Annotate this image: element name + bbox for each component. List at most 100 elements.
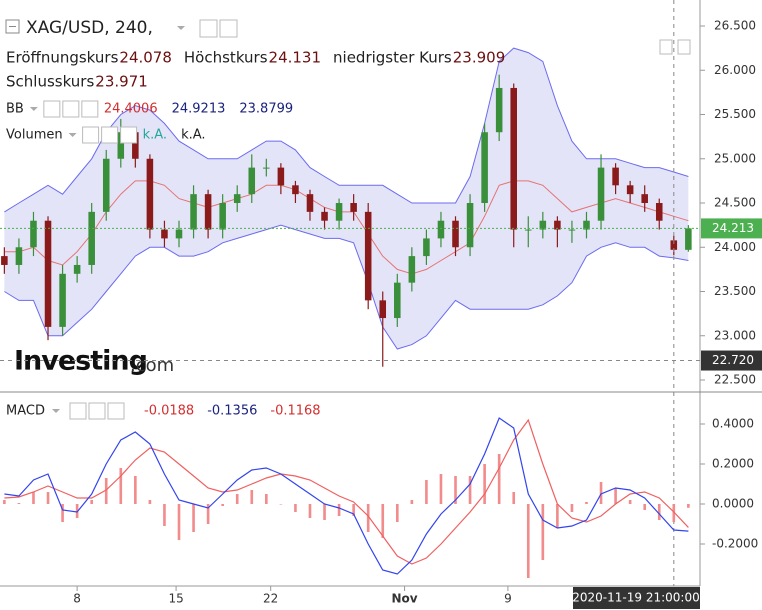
- y-tick-label: 25.500: [714, 107, 756, 121]
- y-tick-label: 26.500: [714, 19, 756, 33]
- histogram-bar: [381, 504, 385, 538]
- candle-body: [335, 203, 343, 221]
- bb-fill: [4, 48, 689, 350]
- histogram-bar: [192, 504, 195, 532]
- indicator-value: 23.8799: [239, 102, 293, 117]
- collapse-icon[interactable]: [5, 19, 20, 34]
- candle-body: [350, 203, 357, 212]
- y-tick-label: -0.2000: [712, 537, 758, 551]
- histogram-bar: [395, 504, 399, 522]
- indicator-icon[interactable]: [69, 402, 87, 420]
- candle-body: [175, 229, 183, 239]
- macd-line: [4, 418, 689, 565]
- crosshair-time-box: [573, 587, 700, 609]
- histogram-bar: [235, 494, 239, 504]
- candle-body: [364, 211, 372, 301]
- candle-body: [539, 220, 547, 230]
- ohlc-value: 24.078: [119, 49, 172, 67]
- dropdown-icon[interactable]: [177, 26, 185, 30]
- indicator-icon[interactable]: [88, 402, 106, 420]
- candle-body: [525, 229, 532, 231]
- histogram-bar: [279, 504, 283, 505]
- indicator-icon[interactable]: [82, 126, 100, 144]
- candle-body: [597, 167, 605, 221]
- arrow-icon[interactable]: [677, 39, 691, 55]
- histogram-bar: [119, 468, 123, 504]
- overlay: XAG/USD, 240, Eröffnungskurs 24.078 Höchst…: [5, 18, 691, 420]
- candle-body: [277, 167, 285, 186]
- indicator-icon[interactable]: [107, 402, 125, 420]
- y-tick-label: 0.4000: [712, 417, 754, 431]
- dropdown-icon[interactable]: [52, 409, 60, 413]
- indicator-name: Volumen: [6, 128, 63, 143]
- histogram-bar: [687, 504, 690, 508]
- candle-body: [437, 220, 445, 239]
- arrow-icon[interactable]: [659, 39, 673, 55]
- dropdown-icon[interactable]: [29, 107, 38, 111]
- gear-icon[interactable]: [219, 19, 238, 38]
- ohlc-value: 23.909: [453, 49, 506, 67]
- x-tick-label: 8: [73, 592, 81, 606]
- histogram-bar: [308, 504, 312, 518]
- indicator-icon[interactable]: [101, 126, 119, 144]
- candle-body: [685, 228, 692, 250]
- y-tick-label: 0.0000: [712, 497, 754, 511]
- macd-line: [4, 417, 689, 575]
- histogram-bar: [337, 504, 341, 516]
- symbol-title: XAG/USD, 240,: [26, 18, 153, 38]
- candle-body: [102, 158, 110, 212]
- histogram-bar: [134, 476, 137, 504]
- x-tick-label: 22: [263, 592, 278, 606]
- indicator-value: k.A.: [143, 128, 167, 143]
- candle-body: [161, 229, 168, 239]
- histogram-bar: [585, 502, 588, 504]
- candle-body: [219, 203, 226, 230]
- candle-body: [394, 282, 401, 319]
- last-price-box: [701, 218, 762, 239]
- histogram-bar: [265, 494, 268, 504]
- histogram-bar: [541, 504, 545, 560]
- candle-body: [481, 132, 488, 204]
- histogram-bar: [526, 504, 530, 578]
- candle-body: [30, 220, 37, 248]
- histogram-bar: [90, 500, 93, 504]
- candle-body: [88, 211, 95, 265]
- candle-body: [670, 240, 678, 250]
- candle-body: [132, 132, 139, 159]
- eye-icon[interactable]: [199, 19, 218, 38]
- indicator-icon[interactable]: [43, 100, 61, 118]
- candle-body: [612, 167, 619, 186]
- histogram-bar: [17, 503, 21, 504]
- indicator-icon[interactable]: [81, 100, 99, 118]
- histogram-bar: [104, 478, 108, 504]
- histogram-bar: [556, 504, 559, 528]
- macd-legend-value: -0.1168: [270, 404, 320, 419]
- histogram-bar: [61, 504, 64, 522]
- dropdown-icon[interactable]: [68, 133, 77, 137]
- y-tick-label: 24.000: [714, 240, 756, 254]
- candle-body: [452, 220, 459, 248]
- histogram-bar: [483, 464, 486, 504]
- last-price-label: 24.213: [712, 221, 754, 235]
- indicator-icon[interactable]: [62, 100, 80, 118]
- indicator-value: 24.9213: [172, 102, 226, 117]
- candle-body: [423, 238, 430, 257]
- candle-body: [1, 256, 8, 265]
- x-tick-label: 15: [168, 592, 183, 606]
- histogram-bar: [75, 504, 79, 518]
- candle-body: [117, 132, 125, 159]
- y-tick-label: 25.000: [714, 151, 756, 165]
- histogram-bar: [366, 504, 370, 532]
- candle-body: [379, 300, 387, 319]
- y-tick-label: 23.500: [714, 284, 756, 298]
- bb-middle: [4, 180, 689, 275]
- candle-body: [204, 194, 212, 230]
- bb-band: [4, 47, 689, 213]
- histogram-bar: [439, 474, 443, 504]
- indicator-icon[interactable]: [120, 126, 138, 144]
- histogram-bar: [32, 492, 35, 504]
- x-tick-label: 9: [504, 592, 512, 606]
- ohlc-value: 23.971: [95, 73, 148, 91]
- indicator-name: MACD: [6, 404, 45, 419]
